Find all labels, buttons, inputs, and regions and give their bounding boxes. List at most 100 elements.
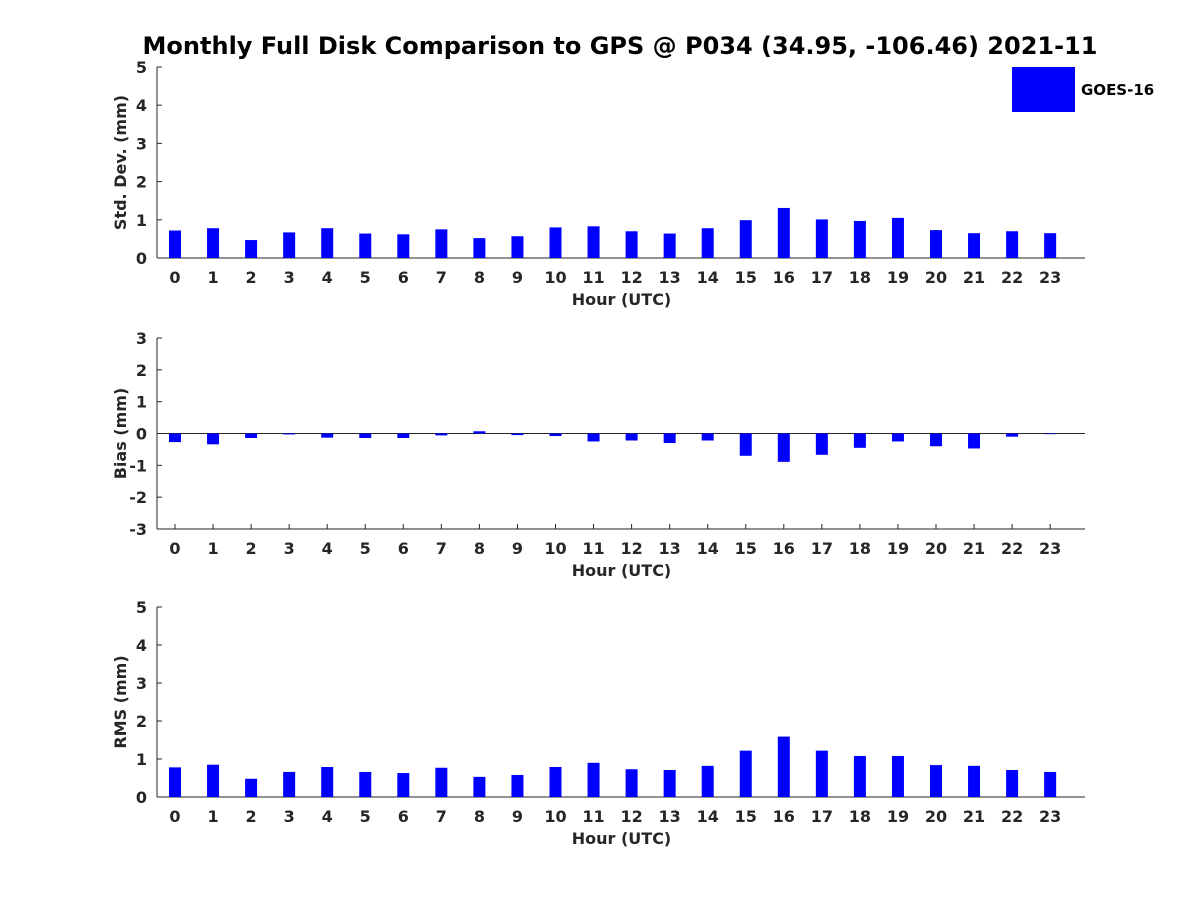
rms-y-tick-label: 2 <box>136 712 147 731</box>
rms-y-tick-label: 4 <box>136 636 147 655</box>
bias-x-axis-label: Hour (UTC) <box>572 561 672 580</box>
rms-bar <box>321 766 334 797</box>
std-dev-x-tick-label: 12 <box>620 268 642 287</box>
std-dev-bar <box>359 233 372 258</box>
bias-x-tick-label: 4 <box>322 539 333 558</box>
rms-x-tick-label: 14 <box>697 807 719 826</box>
std-dev-bar <box>1006 231 1019 258</box>
rms-bar <box>473 776 486 797</box>
bias-bar <box>968 433 981 449</box>
bias-bar <box>853 433 866 448</box>
bias-x-tick-label: 8 <box>474 539 485 558</box>
bias-x-tick-label: 13 <box>659 539 681 558</box>
std-dev-y-axis-label: Std. Dev. (mm) <box>111 95 130 230</box>
rms-x-tick-label: 10 <box>544 807 566 826</box>
rms-bar <box>207 764 220 797</box>
rms-y-tick-label: 1 <box>136 750 147 769</box>
rms-bar <box>701 765 714 797</box>
std-dev-y-tick-label: 4 <box>136 96 147 115</box>
bias-bar <box>321 433 334 438</box>
std-dev-bar <box>473 238 486 258</box>
std-dev-x-tick-label: 2 <box>246 268 257 287</box>
std-dev-y-tick-label: 3 <box>136 134 147 153</box>
bias-y-tick-label: 0 <box>136 425 147 444</box>
rms-x-tick-label: 6 <box>398 807 409 826</box>
bias-y-tick-label: -1 <box>129 456 147 475</box>
std-dev-x-tick-label: 15 <box>735 268 757 287</box>
rms-x-tick-label: 13 <box>659 807 681 826</box>
bias-x-tick-label: 15 <box>735 539 757 558</box>
rms-bar <box>587 762 600 797</box>
std-dev-bar <box>815 219 828 258</box>
bias-x-tick-label: 21 <box>963 539 985 558</box>
rms-x-tick-label: 3 <box>284 807 295 826</box>
std-dev-bar <box>625 231 638 258</box>
rms-bar <box>777 736 790 797</box>
rms-bar <box>1006 770 1019 797</box>
bias-x-tick-label: 10 <box>544 539 566 558</box>
rms-x-tick-label: 0 <box>169 807 180 826</box>
std-dev-bar <box>853 220 866 258</box>
rms-bar <box>1044 771 1057 797</box>
std-dev-bar <box>169 230 181 258</box>
std-dev-y-tick-label: 2 <box>136 173 147 192</box>
bias-bar <box>1006 433 1019 437</box>
std-dev-bar <box>587 226 600 258</box>
rms-x-tick-label: 21 <box>963 807 985 826</box>
rms-x-tick-label: 1 <box>207 807 218 826</box>
std-dev-x-tick-label: 19 <box>887 268 909 287</box>
bias-x-tick-label: 17 <box>811 539 833 558</box>
rms-bar <box>891 755 904 797</box>
rms-bar <box>663 770 676 797</box>
std-dev-bar <box>701 228 714 258</box>
rms-bar <box>625 769 638 797</box>
bias-x-tick-label: 23 <box>1039 539 1061 558</box>
bias-y-axis-label: Bias (mm) <box>111 388 130 480</box>
bias-y-tick-label: -3 <box>129 520 147 539</box>
bias-x-tick-label: 12 <box>620 539 642 558</box>
std-dev-x-tick-label: 11 <box>582 268 604 287</box>
std-dev-x-tick-label: 6 <box>398 268 409 287</box>
std-dev-x-tick-label: 4 <box>322 268 333 287</box>
bias-bar <box>777 433 790 462</box>
std-dev-x-tick-label: 13 <box>659 268 681 287</box>
rms-bar <box>815 750 828 797</box>
bias-bar <box>549 433 562 437</box>
bias-x-tick-label: 1 <box>207 539 218 558</box>
rms-x-tick-label: 15 <box>735 807 757 826</box>
bias-bar <box>930 433 942 447</box>
std-dev-bar <box>777 207 790 258</box>
bias-bar <box>397 433 410 438</box>
std-dev-bar <box>549 227 562 258</box>
rms-bar <box>739 750 752 797</box>
rms-x-tick-label: 8 <box>474 807 485 826</box>
bias-x-tick-label: 19 <box>887 539 909 558</box>
rms-x-tick-label: 7 <box>436 807 447 826</box>
std-dev-bar <box>930 230 942 258</box>
std-dev-bar <box>968 233 981 258</box>
bias-x-tick-label: 2 <box>246 539 257 558</box>
bias-x-tick-label: 16 <box>773 539 795 558</box>
bias-x-tick-label: 0 <box>169 539 180 558</box>
rms-bar <box>549 766 562 797</box>
rms-x-tick-label: 5 <box>360 807 371 826</box>
rms-x-tick-label: 18 <box>849 807 871 826</box>
bias-x-tick-label: 11 <box>582 539 604 558</box>
std-dev-x-tick-label: 10 <box>544 268 566 287</box>
rms-x-tick-label: 16 <box>773 807 795 826</box>
bias-x-tick-label: 14 <box>697 539 719 558</box>
bias-bar <box>169 433 181 443</box>
bias-bar <box>283 433 296 435</box>
bias-bar <box>207 433 220 445</box>
std-dev-bar <box>1044 233 1057 258</box>
std-dev-x-tick-label: 23 <box>1039 268 1061 287</box>
bias-x-tick-label: 18 <box>849 539 871 558</box>
bias-y-tick-label: 2 <box>136 361 147 380</box>
std-dev-bar <box>663 233 676 258</box>
rms-y-tick-label: 3 <box>136 674 147 693</box>
std-dev-bar <box>739 220 752 258</box>
bias-bar <box>701 433 714 441</box>
bias-bar <box>625 433 638 441</box>
rms-x-tick-label: 19 <box>887 807 909 826</box>
